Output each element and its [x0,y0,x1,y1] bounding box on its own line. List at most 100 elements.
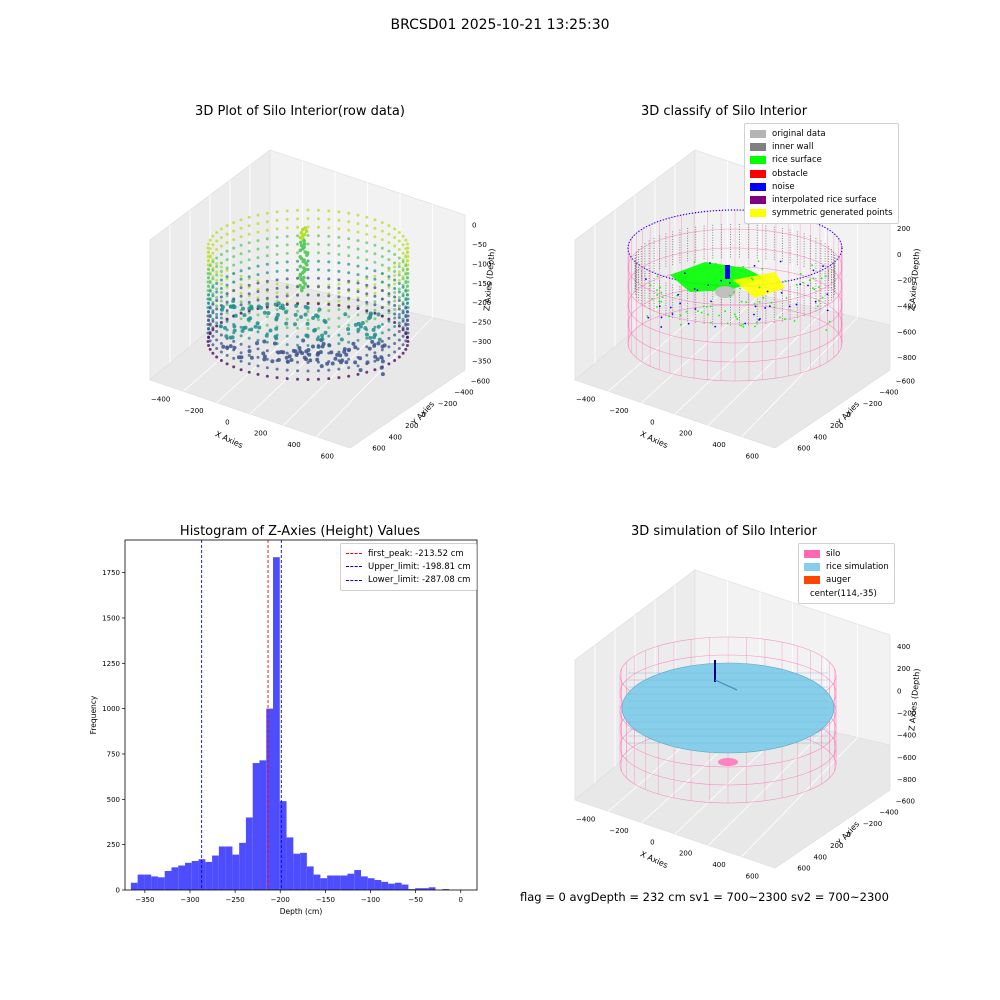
panel1-point [327,368,331,372]
panel2-point [687,322,690,325]
panel2-point [745,301,748,304]
panel2-title: 3D classify of Silo Interior [640,104,808,119]
panel1-point [365,336,369,340]
histogram-y-tick-label: 500 [107,796,120,804]
panel1-point [393,342,397,345]
panel1-point [302,239,307,243]
histogram-bar [313,874,321,890]
panel1-point [393,299,397,303]
panel1-point [225,266,229,270]
histogram-bar [340,875,348,890]
panel1-point [298,235,303,240]
panel1-point [289,358,294,363]
histogram-bar [218,846,226,890]
panel1-point [285,300,289,304]
panel1-point [247,283,251,287]
panel1-y-tick-label: −200 [438,400,457,408]
panel1-point [219,333,223,337]
panel1-point [233,313,238,318]
panel1-point [219,299,223,303]
panel2-y-tick-label: −400 [879,389,898,397]
panel1-point [356,264,360,268]
panel1-point [316,377,320,381]
panel1-point [306,369,310,373]
panel1-point [373,359,377,363]
panel1-point [380,359,385,364]
panel1-point [215,273,219,277]
panel1-point [296,285,300,289]
panel1-point [256,372,260,376]
panel1-point [225,294,229,298]
panel1-point [380,331,384,335]
panel2-point [784,280,787,282]
panel1-point [275,218,279,222]
panel2-point [736,318,739,320]
panel1-point [247,275,251,279]
panel1-point [219,274,223,277]
panel1-point [337,333,341,337]
panel1-point [285,334,289,338]
panel4-y-tick-label: −200 [863,820,882,828]
panel2-point [754,305,757,308]
panel1-point [228,304,233,309]
panel1-point [397,299,401,303]
panel1-point [273,302,278,307]
panel1-point [256,279,260,283]
panel1-point [215,261,219,265]
panel1-point [281,306,286,311]
panel1-point [322,318,327,323]
panel1-point [306,208,310,212]
panel1-point [232,324,237,329]
panel4-legend-item: auger [804,574,889,587]
panel2-point [828,320,831,323]
panel2-point [709,262,711,264]
panel1-point [330,361,335,366]
panel4-legend-item: center(114,-35) [804,587,889,600]
panel1-point [311,344,316,349]
panel2-point [799,273,802,275]
panel1-point [347,228,351,232]
panel1-point [306,310,310,313]
panel1-point [379,365,384,370]
panel1-point [337,316,341,320]
panel2-point [679,302,682,305]
panel2-point [814,300,817,303]
panel1-point [373,243,377,247]
panel1-point [367,346,372,351]
panel2-point [646,315,649,317]
panel1-point [353,345,358,350]
panel2-point [707,313,710,316]
panel2-point [677,293,680,296]
panel1-point [256,313,260,317]
panel1-point [401,302,405,306]
panel2-point [734,313,736,316]
panel1-point [405,343,409,347]
panel1-point [306,293,310,297]
panel1-point [337,218,341,222]
panel1-point [215,282,219,286]
histogram-bar [333,875,341,890]
panel1-point [298,264,303,269]
panel1-point [219,291,223,294]
histogram-bar [347,873,355,890]
panel1-point [211,243,215,247]
panel1-point [347,305,351,309]
panel1-point [256,355,260,359]
panel1-point [401,343,405,347]
panel1-point [306,217,310,220]
panel1-point [207,293,211,297]
panel1-point [280,303,285,308]
panel3-legend-label: first_peak: -213.52 cm [368,548,464,559]
panel1-point [387,317,391,321]
panel1-point [276,301,281,306]
panel1-point [373,274,377,278]
panel1-point [272,341,277,346]
histogram-y-tick-label: 1500 [102,614,120,622]
panel1-point [215,355,219,359]
panel2-point [744,322,747,325]
panel2-point [656,289,658,292]
panel1-point [397,324,401,328]
panel1-point [208,323,212,327]
panel1-point [405,242,409,246]
